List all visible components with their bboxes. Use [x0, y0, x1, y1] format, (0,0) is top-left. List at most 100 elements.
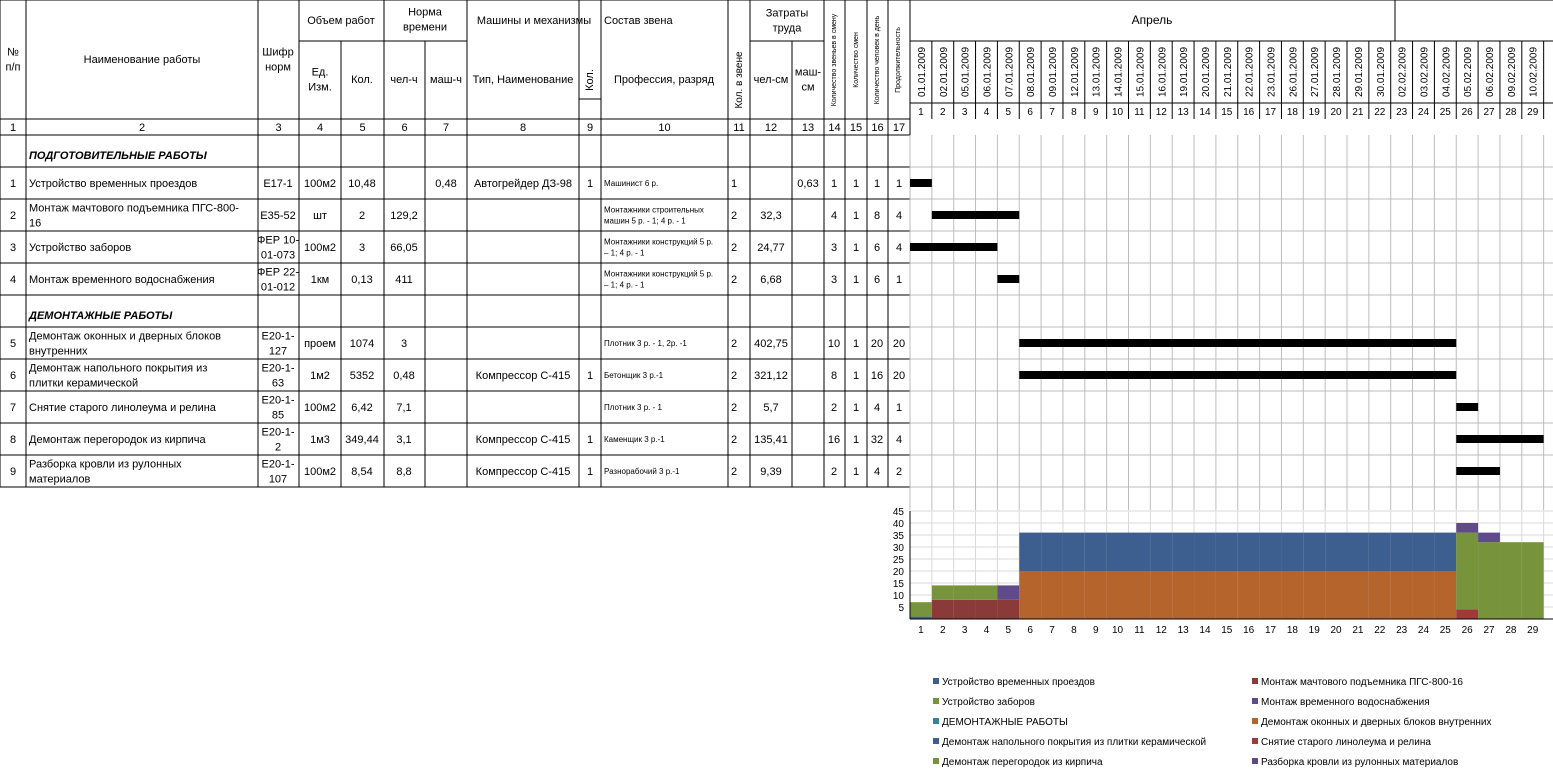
area-segment — [931, 599, 954, 619]
legend-swatch — [933, 758, 939, 764]
legend-label: Демонтаж напольного покрытия из плитки к… — [942, 737, 1206, 748]
area-segment — [1456, 609, 1479, 619]
people-per-day: 32 — [871, 434, 883, 446]
day-number: 3 — [962, 107, 968, 118]
legend-swatch — [1252, 758, 1258, 764]
work-name: внутренних — [29, 345, 88, 357]
people-per-day: 16 — [871, 370, 883, 382]
day-number: 25 — [1440, 107, 1452, 118]
area-segment — [975, 585, 998, 600]
unit: проем — [304, 338, 336, 350]
column-number: 5 — [359, 122, 365, 134]
crew-profession: Плотник 3 р. - 1 — [604, 403, 663, 412]
crew-count: 2 — [731, 434, 737, 446]
labor-mandays: 9,39 — [760, 466, 781, 478]
norm-code: 01-012 — [261, 281, 295, 293]
area-segment — [1390, 571, 1413, 619]
day-number: 14 — [1199, 107, 1211, 118]
chart-legend: Устройство временных проездов Монтаж мачт… — [933, 677, 1492, 768]
gantt-bar — [1456, 467, 1500, 475]
x-tick-label: 21 — [1352, 625, 1364, 636]
shifts: 1 — [853, 338, 859, 350]
duration: 2 — [896, 466, 902, 478]
day-number: 28 — [1505, 107, 1517, 118]
legend-swatch — [1252, 698, 1258, 704]
unit: шт — [313, 210, 327, 222]
crews-per-shift: 4 — [831, 210, 837, 222]
header-norm: времени — [403, 21, 447, 33]
area-segment — [1347, 532, 1369, 571]
x-tick-label: 8 — [1071, 625, 1077, 636]
shifts: 1 — [853, 370, 859, 382]
area-segment — [1172, 532, 1195, 571]
header-mandays: чел-см — [754, 74, 789, 86]
x-tick-label: 29 — [1527, 625, 1539, 636]
x-tick-label: 22 — [1374, 625, 1386, 636]
legend-label: Монтаж временного водоснабжения — [1261, 696, 1430, 708]
column-number: 10 — [658, 122, 670, 134]
crews-per-shift: 1 — [831, 178, 837, 190]
x-tick-label: 4 — [984, 625, 990, 636]
y-tick-label: 40 — [893, 519, 905, 530]
unit: 100м2 — [304, 466, 336, 478]
x-tick-label: 15 — [1221, 625, 1233, 636]
date-label: 07.01.2009 — [1004, 47, 1015, 97]
column-number: 15 — [850, 122, 862, 134]
labor-mandays: 6,68 — [760, 274, 781, 286]
duration: 4 — [896, 210, 902, 222]
norm-code: Е20-1- — [261, 458, 294, 470]
crews-per-shift: 3 — [831, 242, 837, 254]
norm-code: ФЕР 22- — [257, 266, 299, 278]
header-machine-type: Тип, Наименование — [473, 74, 574, 86]
day-number: 8 — [1071, 107, 1077, 118]
area-segment — [1150, 532, 1173, 571]
unit: 1км — [311, 274, 330, 286]
area-segment — [975, 599, 998, 619]
norm-code: Е17-1 — [263, 178, 292, 190]
gantt-bar — [1019, 339, 1457, 347]
legend-label: Разборка кровли из рулонных материалов — [1261, 756, 1458, 768]
area-segment — [1215, 571, 1238, 619]
x-tick-label: 24 — [1418, 625, 1430, 636]
section-title: ДЕМОНТАЖНЫЕ РАБОТЫ — [28, 310, 173, 322]
area-segment — [1499, 542, 1522, 619]
area-segment — [1325, 571, 1347, 619]
header-mashh: маш-ч — [430, 74, 462, 86]
work-name: плитки керамической — [29, 377, 138, 389]
date-label: 23.01.2009 — [1267, 47, 1278, 97]
work-name: Устройство временных проездов — [29, 178, 197, 190]
date-label: 02.01.2009 — [939, 47, 950, 97]
quantity: 2 — [359, 210, 365, 222]
x-tick-label: 11 — [1134, 625, 1145, 636]
area-segment — [1215, 532, 1238, 571]
x-tick-label: 13 — [1178, 625, 1190, 636]
month-label: Апрель — [1132, 13, 1173, 27]
norm-code: ФЕР 10- — [257, 234, 299, 246]
area-segment — [1150, 571, 1173, 619]
date-label: 27.01.2009 — [1310, 47, 1321, 97]
duration: 1 — [896, 274, 902, 286]
work-name: Монтаж временного водоснабжения — [29, 274, 215, 286]
column-number: 3 — [275, 122, 281, 134]
area-segment — [1041, 532, 1063, 571]
norm-code: 63 — [272, 377, 284, 389]
header-code: Шифр — [262, 46, 293, 58]
duration: 1 — [896, 402, 902, 414]
gantt-bar — [1456, 403, 1479, 411]
date-label: 05.02.2009 — [1463, 47, 1474, 97]
day-number: 15 — [1221, 107, 1233, 118]
area-segment — [931, 585, 954, 600]
row-number: 1 — [10, 178, 16, 190]
y-tick-label: 25 — [893, 555, 905, 566]
gantt-bar — [1019, 371, 1457, 379]
work-table: ПОДГОТОВИТЕЛЬНЫЕ РАБОТЫ 1 Устройство време… — [0, 150, 910, 488]
crew-count: 2 — [731, 274, 737, 286]
legend-swatch — [933, 738, 939, 744]
gantt-chart — [909, 135, 1553, 510]
quantity: 10,48 — [348, 178, 376, 190]
legend-swatch — [1252, 718, 1258, 724]
area-segment — [1347, 571, 1369, 619]
area-segment — [1259, 571, 1282, 619]
day-number: 23 — [1396, 107, 1408, 118]
crew-profession: Каменщик 3 р.-1 — [604, 435, 665, 444]
